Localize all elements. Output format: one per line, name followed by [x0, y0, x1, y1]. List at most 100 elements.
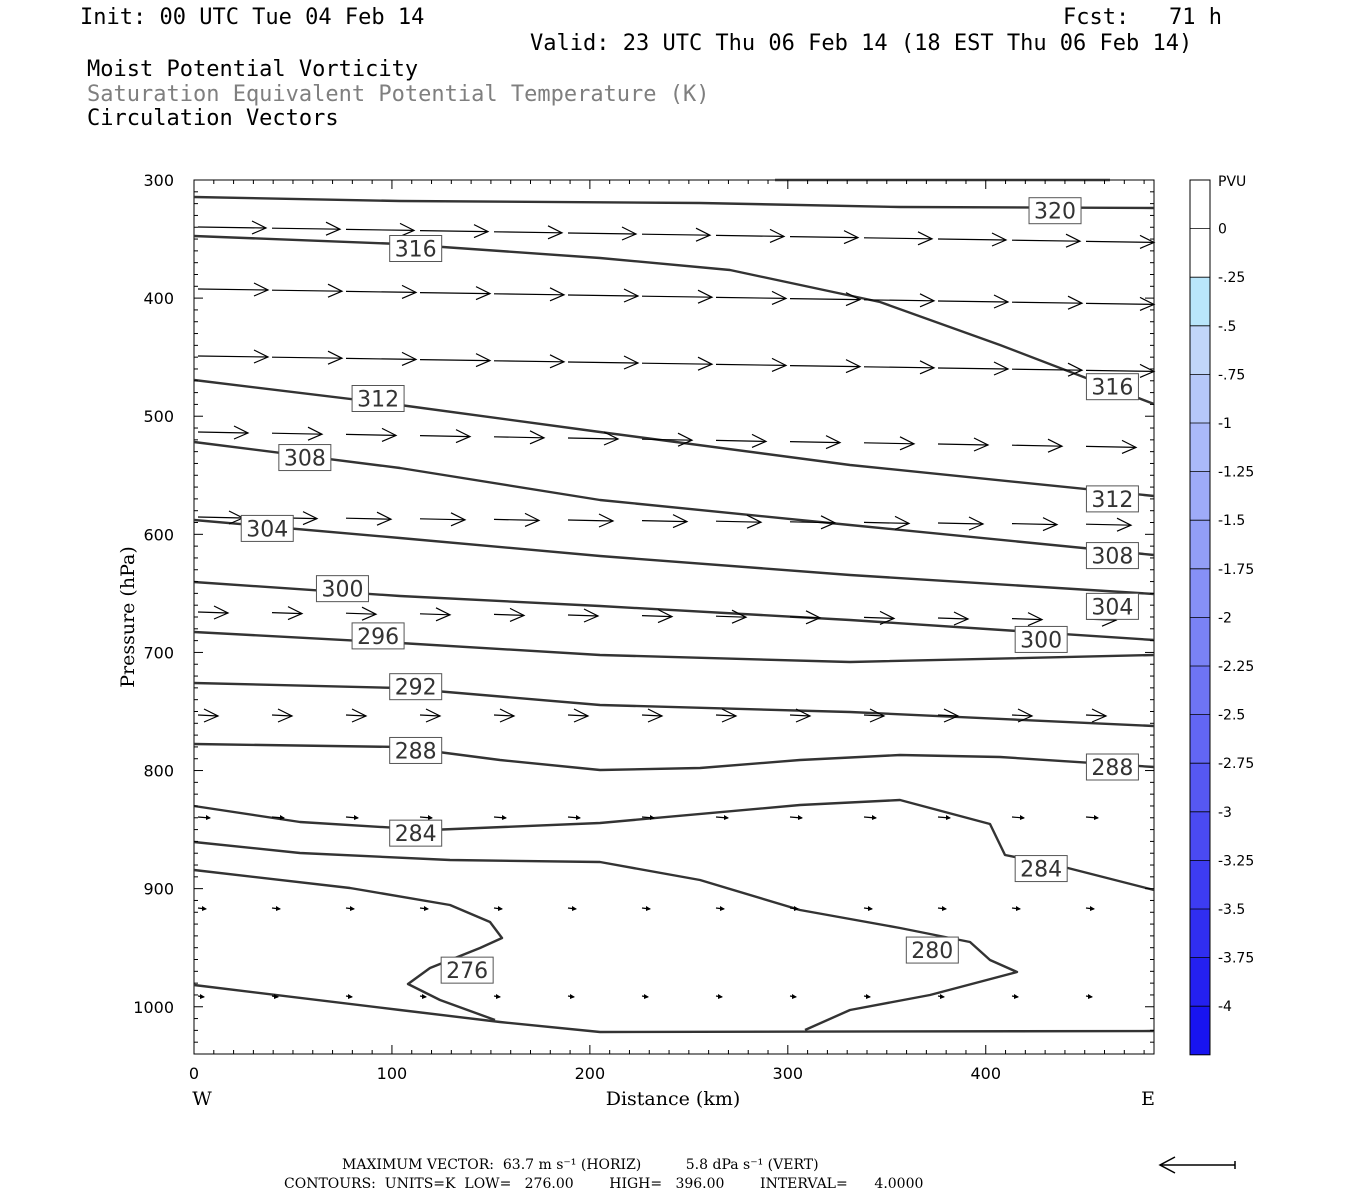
circulation-vector-head	[879, 610, 896, 625]
circulation-vector-head	[572, 906, 577, 911]
circulation-vector-head	[1121, 439, 1138, 454]
circulation-vector	[345, 433, 397, 436]
circulation-vector-head	[869, 708, 886, 723]
circulation-vector-head	[940, 994, 945, 999]
colorbar-label: -2.25	[1218, 659, 1254, 675]
circulation-vector-head	[697, 289, 714, 304]
circulation-vector	[863, 366, 935, 369]
circulation-vector-head	[509, 607, 526, 622]
circulation-vector-head	[795, 708, 812, 723]
contour-label-box	[351, 622, 405, 650]
contour-label: 292	[395, 676, 437, 701]
circulation-vector-head	[399, 222, 416, 237]
y-tick-label: 300	[143, 171, 174, 190]
circulation-vector-head	[253, 349, 270, 364]
theta-contours	[193, 178, 1155, 1034]
theta-contour	[193, 195, 1155, 210]
circulation-vector-head	[1139, 234, 1156, 249]
contour-label: 288	[395, 739, 437, 764]
circulation-vector-head	[1091, 708, 1108, 723]
circulation-vector-head	[1090, 906, 1095, 911]
circulation-vector-head	[425, 708, 442, 723]
colorbar-label: -4	[1218, 999, 1232, 1015]
y-tick-label: 800	[143, 762, 174, 781]
circulation-vector-head	[302, 511, 319, 526]
circulation-vector	[863, 442, 915, 445]
circulation-vector-head	[771, 357, 788, 372]
circulation-vector	[1011, 523, 1058, 526]
contour-info-note: CONTOURS: UNITS=K LOW= 276.00 HIGH= 396.…	[284, 1176, 924, 1192]
colorbar-label: -3.75	[1218, 951, 1254, 967]
circulation-vector-head	[872, 815, 877, 820]
colorbar: PVU 0 -.25 -.5 -.75 -1 -1.25 -1.5 -1.75 -2 -2.25 -2…	[1189, 174, 1254, 1056]
contour-label-box	[1085, 753, 1139, 781]
plot-frame	[193, 179, 1155, 1055]
circulation-vector	[419, 359, 491, 362]
x-end-label: E	[1141, 1088, 1155, 1110]
contour-labels: 320 316 316 312 312 308 308 304 304 300 300 296 292 2…	[240, 197, 1139, 984]
circulation-vector-head	[274, 994, 279, 999]
circulation-vector	[641, 295, 713, 298]
colorbar-swatch	[1190, 1006, 1210, 1055]
contour-label-box	[389, 819, 443, 847]
circulation-vector-head	[993, 361, 1010, 376]
contour-label: 284	[1020, 858, 1062, 883]
circulation-vector	[1011, 714, 1033, 717]
y-axis-title: Pressure (hPa)	[117, 546, 139, 688]
circulation-vector-head	[1047, 438, 1064, 453]
circulation-vector-head	[361, 606, 378, 621]
circulation-vector	[1085, 714, 1107, 717]
colorbar-label: -3	[1218, 805, 1232, 821]
circulation-vector-head	[1094, 815, 1099, 820]
circulation-vector-head	[206, 815, 211, 820]
circulation-vector-head	[798, 815, 803, 820]
circulation-vector	[197, 611, 229, 614]
circulation-vector	[1085, 240, 1155, 243]
field-title-pv: Moist Potential Vorticity	[87, 57, 419, 82]
circulation-vector-head	[953, 611, 970, 626]
circulation-vector	[641, 438, 693, 441]
circulation-vector-head	[203, 708, 220, 723]
circulation-vector-head	[549, 287, 566, 302]
circulation-vector-head	[307, 426, 324, 441]
y-tick-label: 500	[143, 407, 174, 426]
circulation-vector	[715, 520, 762, 523]
circulation-vector	[863, 521, 910, 524]
contour-label-box	[1028, 197, 1082, 225]
colorbar-swatch	[1190, 325, 1210, 375]
circulation-vector-head	[731, 609, 748, 624]
circulation-vector-head	[549, 354, 566, 369]
circulation-vector-head	[598, 513, 615, 528]
colorbar-label: -2	[1218, 610, 1232, 626]
circulation-vector	[789, 441, 841, 444]
circulation-vector	[1085, 445, 1137, 448]
circulation-vector	[863, 714, 885, 717]
colorbar-swatch	[1190, 617, 1210, 666]
circulation-vector	[345, 357, 417, 360]
circulation-vector	[345, 517, 392, 520]
theta-contour	[193, 234, 1155, 406]
circulation-vector	[1011, 368, 1083, 371]
circulation-vector-head	[647, 708, 664, 723]
circulation-vector-head	[1065, 233, 1082, 248]
circulation-vector	[419, 230, 489, 233]
circulation-vector-head	[276, 906, 281, 911]
circulation-vector	[271, 356, 343, 359]
x-tick-label: 200	[575, 1064, 606, 1083]
circulation-vector	[715, 363, 787, 366]
circulation-vector-head	[894, 515, 911, 530]
circulation-vector-head	[524, 512, 541, 527]
circulation-vector-head	[573, 708, 590, 723]
x-start-label: W	[192, 1088, 212, 1110]
circulation-vector	[1011, 239, 1081, 242]
colorbar-label: -1.5	[1218, 513, 1245, 529]
circulation-vector-head	[677, 432, 694, 447]
circulation-vector	[493, 613, 525, 616]
circulation-vector-head	[942, 906, 947, 911]
y-tick-label: 400	[143, 289, 174, 308]
circulation-vector-head	[475, 286, 492, 301]
circulation-vector-head	[919, 360, 936, 375]
circulation-vector-head	[253, 282, 270, 297]
forecast-hour-label: Fcst: 71 h	[1063, 5, 1222, 30]
circulation-vector-head	[251, 220, 268, 235]
